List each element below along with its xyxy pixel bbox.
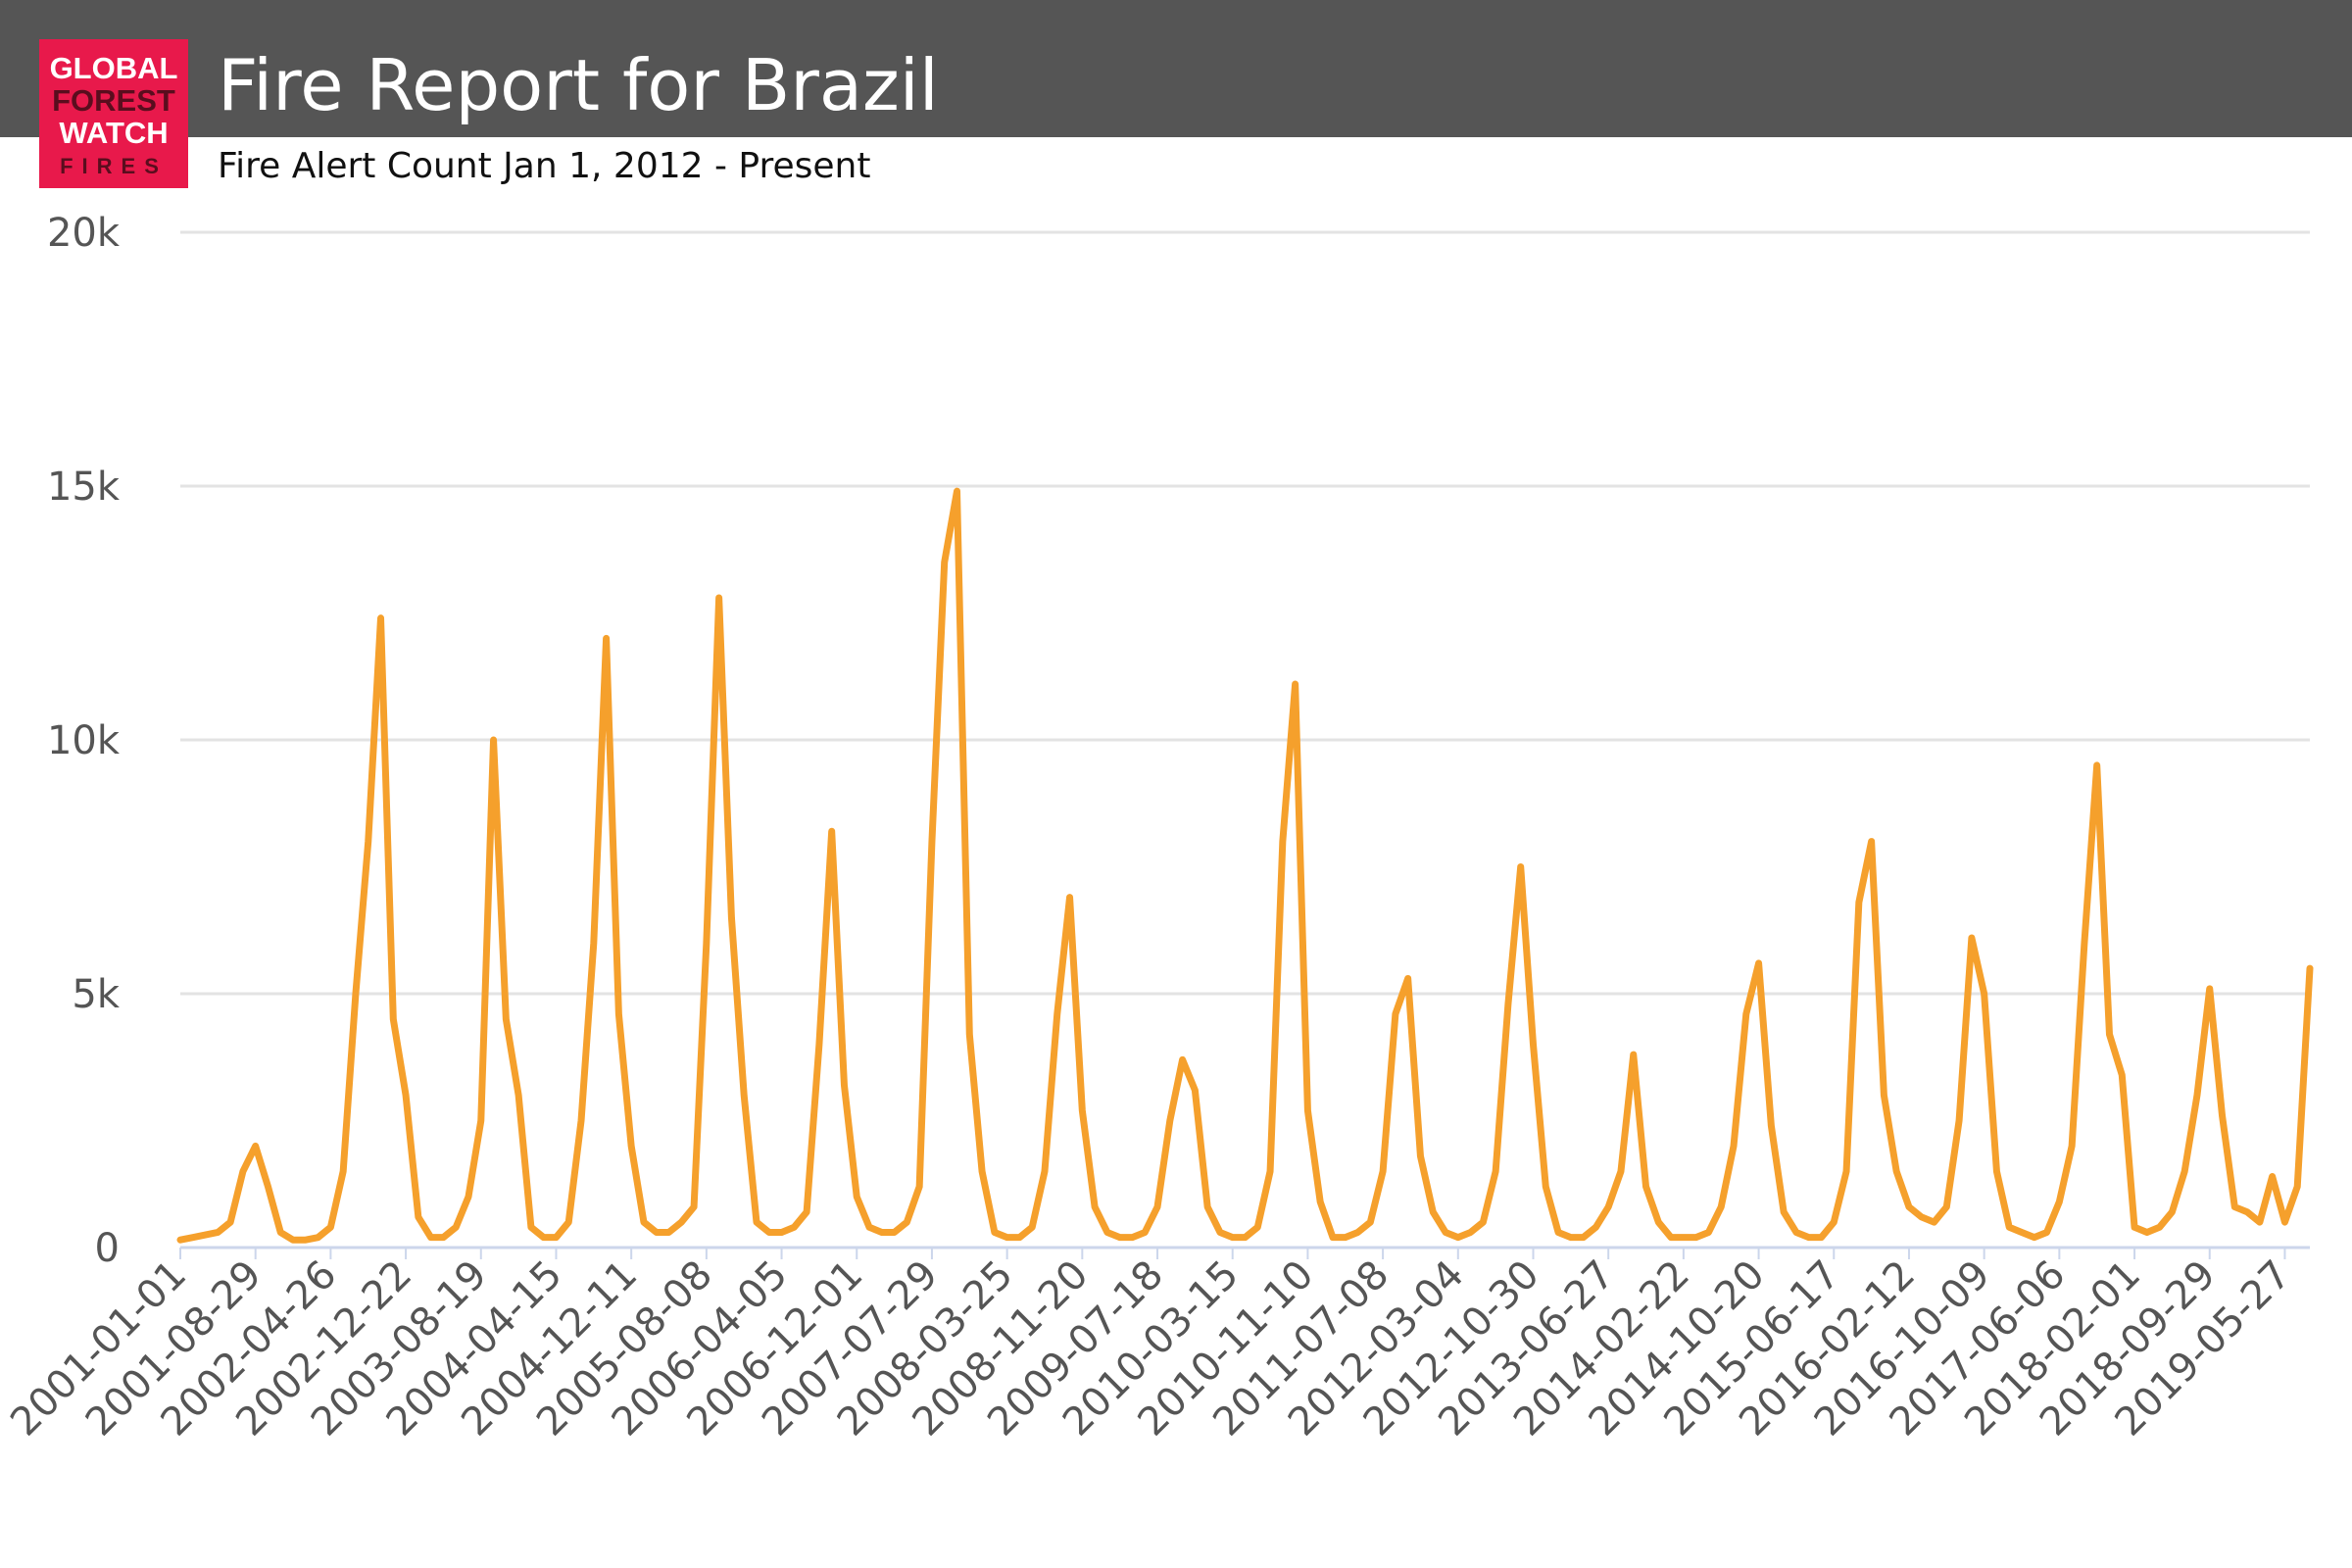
logo-box [39, 39, 188, 188]
y-tick-label: 5k [72, 972, 120, 1017]
logo-text: WATCH [59, 116, 168, 150]
header-bar [0, 0, 2352, 137]
y-tick-label: 20k [47, 211, 121, 256]
y-tick-label: 10k [47, 718, 121, 763]
y-tick-label: 0 [95, 1226, 120, 1271]
logo-text: FIRES [60, 154, 168, 178]
chart-subtitle: Fire Alert Count Jan 1, 2012 - Present [218, 146, 870, 186]
data-line [176, 487, 2314, 1244]
logo-text: FOREST [52, 83, 175, 118]
chart-title: Fire Report for Brazil [218, 44, 939, 126]
y-tick-label: 15k [47, 465, 121, 510]
logo-text: GLOBAL [50, 51, 178, 85]
